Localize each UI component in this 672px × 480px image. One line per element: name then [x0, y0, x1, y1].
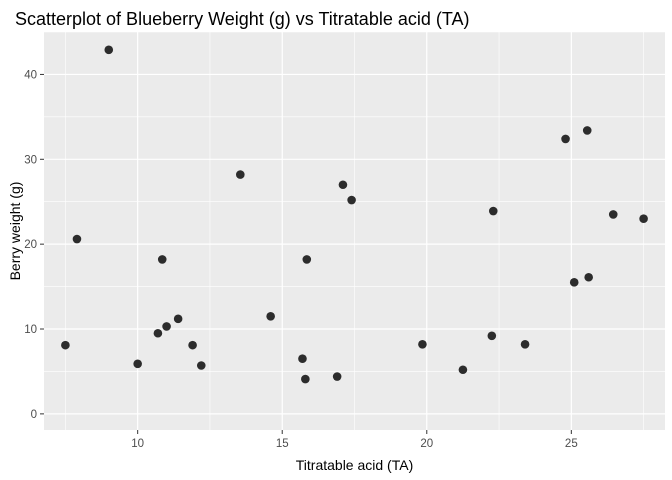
data-point — [302, 255, 312, 264]
chart-title: Scatterplot of Blueberry Weight (g) vs T… — [15, 9, 470, 29]
y-tick-label: 40 — [24, 69, 37, 81]
data-point — [266, 311, 275, 321]
minor-gridlines — [44, 31, 665, 430]
x-tick-label: 15 — [276, 438, 289, 450]
data-point — [236, 170, 245, 179]
data-point — [569, 278, 579, 287]
data-point — [104, 45, 114, 55]
x-axis-title: Titratable acid (TA) — [296, 457, 413, 473]
data-point — [561, 134, 570, 144]
data-point — [61, 340, 70, 350]
data-point — [338, 180, 348, 190]
data-point — [157, 255, 167, 264]
data-point — [520, 339, 530, 349]
data-point — [153, 328, 163, 338]
data-point — [582, 126, 592, 135]
y-tick-label: 30 — [24, 154, 37, 166]
x-tick-label: 25 — [565, 438, 578, 450]
data-point — [173, 314, 183, 324]
data-point — [196, 361, 206, 370]
data-point — [639, 214, 648, 223]
data-point — [301, 374, 310, 384]
y-tick-label: 10 — [24, 324, 37, 336]
data-point — [487, 331, 497, 341]
data-point — [608, 210, 618, 219]
data-points — [61, 45, 648, 384]
data-point — [488, 206, 498, 216]
data-point — [458, 365, 468, 375]
data-point — [133, 359, 142, 369]
tick-labels: 10 15 20 25 0 10 20 30 40 — [24, 69, 578, 450]
data-point — [418, 339, 427, 349]
data-point — [332, 372, 342, 381]
y-tick-label: 20 — [24, 239, 37, 251]
data-point — [347, 195, 356, 205]
x-tick-label: 20 — [420, 438, 433, 450]
y-axis-title: Berry weight (g) — [7, 182, 23, 281]
data-point — [188, 340, 197, 350]
data-point — [298, 354, 307, 364]
y-tick-label: 0 — [31, 409, 37, 421]
axis-ticks — [40, 73, 572, 434]
data-point — [72, 234, 82, 244]
data-point — [162, 322, 171, 331]
x-tick-label: 10 — [131, 438, 144, 450]
data-point — [584, 272, 593, 282]
